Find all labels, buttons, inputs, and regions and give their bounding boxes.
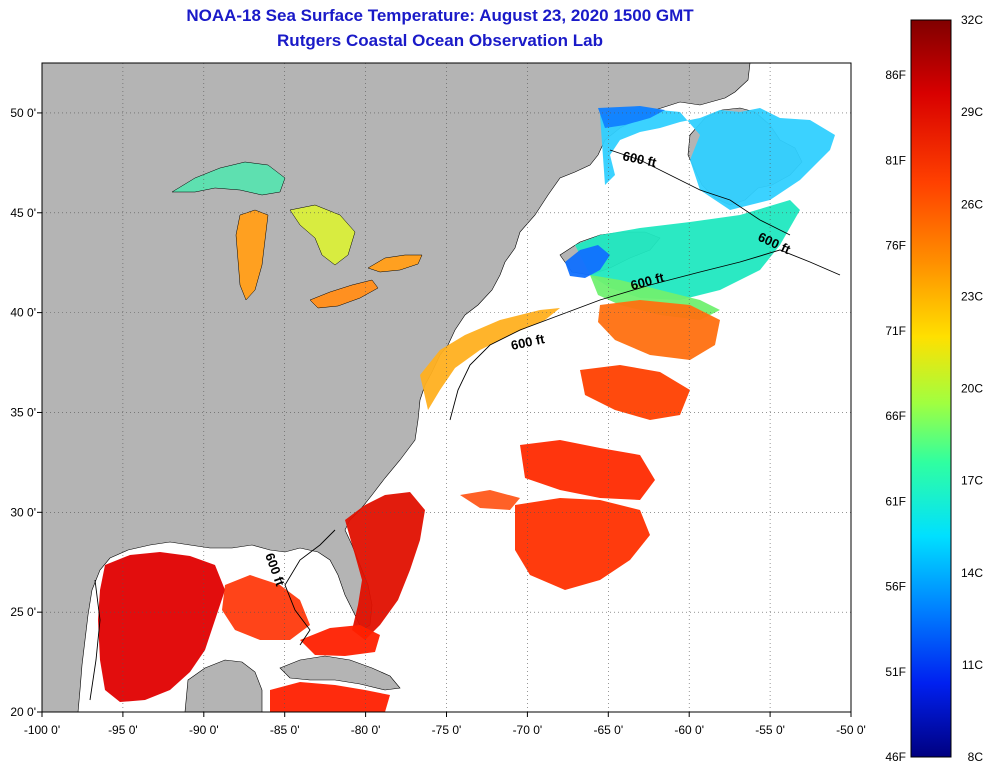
sst-atlantic-patch-3 [515,498,650,590]
latitude-tick-label: 25 0' [10,605,36,619]
latitude-tick-label: 30 0' [10,505,36,519]
colorbar-celsius-label: 11C [962,658,983,672]
map-title: NOAA-18 Sea Surface Temperature: August … [186,6,694,25]
colorbar-celsius-label: 29C [961,105,983,119]
lake-superior [171,161,286,196]
longitude-tick-label: -50 0' [836,723,866,737]
colorbar-celsius-labels: 32C 29C 26C 23C 20C 17C 14C 11C 8C [961,13,983,764]
longitude-tick-label: -60 0' [674,723,704,737]
isobath-600ft-contour-north [609,149,791,236]
colorbar-fahrenheit-label: 76F [885,239,906,253]
colorbar-fahrenheit-label: 66F [885,409,906,423]
map-graticule [42,63,851,712]
colorbar-fahrenheit-label: 46F [885,750,906,764]
colorbar-celsius-label: 17C [961,474,983,488]
colorbar [910,19,952,758]
colorbar-fahrenheit-label: 86F [885,68,906,82]
latitude-tick-label: 40 0' [10,306,36,320]
sst-gulf-of-maine [565,245,610,278]
colorbar-celsius-label: 8C [968,750,984,764]
colorbar-fahrenheit-label: 61F [885,494,906,508]
colorbar-celsius-label: 26C [961,197,983,211]
lake-michigan [235,209,269,301]
sst-florida-straits [300,625,380,656]
sst-atlantic-patch-4 [460,490,520,510]
latitude-axis: 50 0' 45 0' 40 0' 35 0' 30 0' 25 0' 20 0' [10,106,42,719]
colorbar-celsius-label: 23C [961,289,983,303]
sst-southeast-shelf [345,492,425,640]
lake-ontario [367,254,423,273]
longitude-axis: -100 0' -95 0' -90 0' -85 0' -80 0' -75 0' -70… [24,712,866,737]
longitude-tick-label: -75 0' [432,723,462,737]
longitude-tick-label: -95 0' [108,723,138,737]
isobath-600ft-contour [449,249,841,421]
lake-erie [309,279,379,309]
sst-gulf-st-lawrence [600,108,835,210]
sst-labrador-shelf [598,106,665,128]
latitude-tick-label: 20 0' [10,705,36,719]
longitude-tick-label: -55 0' [755,723,785,737]
colorbar-celsius-label: 20C [961,382,983,396]
sst-gulf-of-mexico-east [222,575,310,640]
colorbar-fahrenheit-labels: 86F 81F 76F 71F 66F 61F 56F 51F 46F [885,68,906,764]
sst-caribbean [270,682,390,712]
map-layers [42,63,841,712]
colorbar-celsius-label: 32C [961,13,983,27]
latitude-tick-label: 45 0' [10,206,36,220]
longitude-tick-label: -65 0' [593,723,623,737]
sst-atlantic-patch-1 [580,365,690,420]
land-north-america [42,63,751,712]
sst-atlantic-patch-2 [520,440,655,500]
sst-scotian-shelf [575,200,800,300]
isobath-600ft-contour-gom [89,529,336,701]
isobath-label: 600 ft [621,148,658,170]
longitude-tick-label: -90 0' [189,723,219,737]
longitude-tick-label: -70 0' [513,723,543,737]
latitude-tick-label: 35 0' [10,405,36,419]
lake-huron [289,204,356,266]
latitude-tick-label: 50 0' [10,106,36,120]
longitude-tick-label: -85 0' [270,723,300,737]
map-subtitle: Rutgers Coastal Ocean Observation Lab [277,31,603,50]
sst-gulf-of-mexico-west [98,552,225,702]
colorbar-fahrenheit-label: 56F [885,580,906,594]
land-yucatan [184,659,263,712]
colorbar-celsius-label: 14C [961,566,983,580]
colorbar-fahrenheit-label: 51F [885,665,906,679]
isobath-label: 600 ft [510,331,547,353]
colorbar-fahrenheit-label: 71F [885,324,906,338]
longitude-tick-label: -80 0' [351,723,381,737]
colorbar-fahrenheit-label: 81F [885,153,906,167]
land-cuba [279,655,401,691]
longitude-tick-label: -100 0' [24,723,60,737]
sst-mid-atlantic-shelf [420,308,560,410]
